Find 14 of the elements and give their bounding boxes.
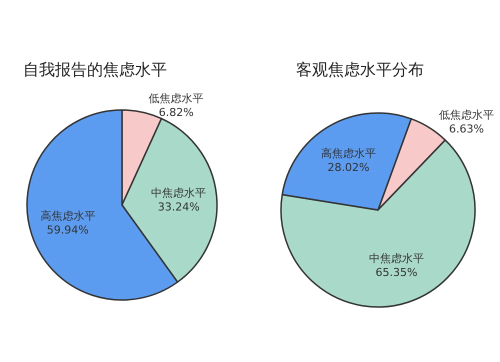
data-label: 6.63% bbox=[448, 122, 484, 136]
slice-label: 中焦虑水平 bbox=[368, 252, 424, 266]
data-label: 65.35% bbox=[375, 266, 418, 280]
data-label: 59.94% bbox=[46, 224, 89, 237]
slice-label: 低焦虑水平 bbox=[148, 92, 204, 105]
data-label: 6.82% bbox=[158, 106, 194, 119]
data-label: 28.02% bbox=[328, 160, 370, 174]
slice-label: 高焦虑水平 bbox=[321, 146, 376, 160]
data-label: 33.24% bbox=[158, 200, 200, 214]
chart-title: 客观焦虑水平分布 bbox=[296, 60, 424, 79]
chart-title: 自我报告的焦虑水平 bbox=[23, 60, 167, 79]
slice-label: 高焦虑水平 bbox=[40, 210, 96, 223]
slice-label: 中焦虑水平 bbox=[151, 186, 206, 200]
slice-label: 低焦虑水平 bbox=[438, 108, 494, 122]
